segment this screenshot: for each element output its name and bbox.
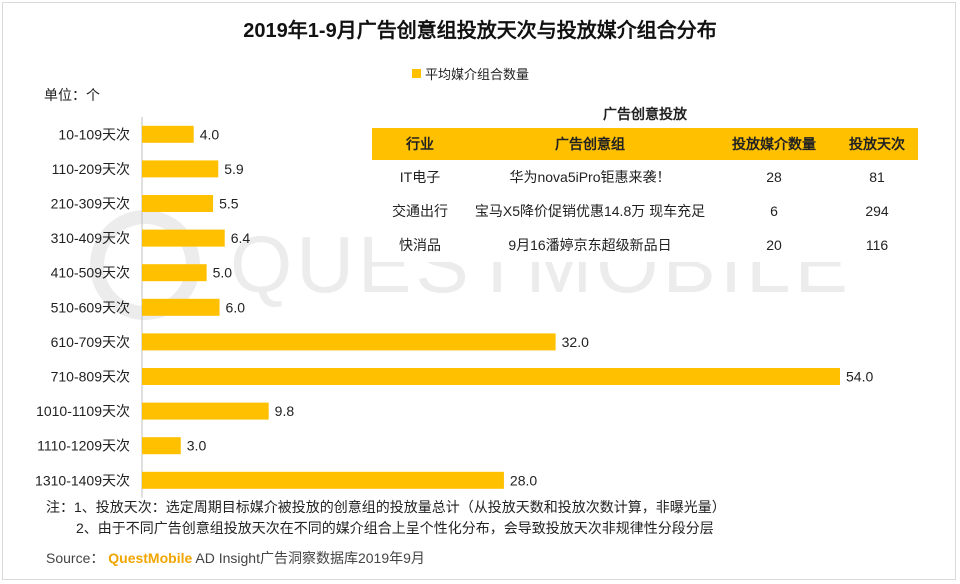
- y-tick-label: 510-609天次: [51, 299, 130, 315]
- table-cell: IT电子: [399, 169, 441, 185]
- table-header-cell: 行业: [372, 128, 468, 160]
- bar: [142, 368, 840, 385]
- data-label: 6.0: [226, 299, 246, 315]
- bar: [142, 298, 220, 316]
- data-label: 28.0: [510, 472, 537, 488]
- legend-swatch: [412, 69, 421, 78]
- y-tick-label: 10-109天次: [58, 126, 130, 142]
- bar: [142, 125, 194, 143]
- y-tick-label: 610-709天次: [51, 334, 130, 350]
- data-label: 32.0: [562, 334, 589, 350]
- table-cell: 28: [766, 169, 782, 185]
- y-tick-label: 110-209天次: [52, 161, 130, 177]
- data-label: 6.4: [231, 230, 251, 246]
- table-cell: 华为nova5iPro钜惠来袭！: [509, 169, 671, 185]
- source-line: Source： QuestMobile AD Insight广告洞察数据库201…: [46, 548, 425, 568]
- source-prefix: Source：: [46, 550, 105, 566]
- bar: [142, 333, 556, 351]
- data-label: 9.8: [275, 403, 295, 419]
- table-header-cell: 广告创意组: [468, 128, 712, 160]
- data-label: 5.5: [219, 196, 239, 212]
- data-label: 3.0: [187, 438, 207, 454]
- table-header-row: 行业 广告创意组 投放媒介数量 投放天次: [372, 128, 918, 160]
- footnote-1: 注：1、投放天次：选定周期目标媒介被投放的创意组的投放量总计（从投放天数和投放次…: [46, 499, 726, 515]
- table-cell: 6: [770, 203, 778, 219]
- table-cell: 116: [865, 237, 889, 253]
- legend-label: 平均媒介组合数量: [425, 67, 530, 82]
- data-label: 5.9: [224, 161, 244, 177]
- table-cell: 294: [865, 203, 889, 219]
- source-suffix: AD Insight广告洞察数据库2019年9月: [192, 550, 425, 566]
- y-tick-label: 710-809天次: [51, 369, 130, 385]
- data-label: 54.0: [846, 369, 873, 385]
- chart-title: 2019年1-9月广告创意组投放天次与投放媒介组合分布: [243, 20, 717, 42]
- y-tick-label: 1010-1109天次: [36, 403, 130, 419]
- bar: [142, 264, 207, 282]
- footnote-2: 2、由于不同广告创意组投放天次在不同的媒介组合上呈个性化分布，会导致投放天次非规…: [76, 520, 714, 536]
- bar: [142, 471, 504, 489]
- table-cell: 20: [766, 237, 782, 253]
- source-brand: QuestMobile: [108, 550, 193, 566]
- y-tick-label: 1110-1209天次: [37, 438, 130, 454]
- unit-label: 单位：个: [44, 87, 100, 103]
- y-tick-label: 310-409天次: [51, 230, 130, 246]
- table-row: 快消品 9月16潘婷京东超级新品日 20 116: [372, 228, 918, 262]
- table-row: 交通出行 宝马X5降价促销优惠14.8万 现车充足 6 294: [372, 194, 918, 228]
- table-row: IT电子 华为nova5iPro钜惠来袭！ 28 81: [372, 160, 918, 194]
- media-table: 行业 广告创意组 投放媒介数量 投放天次 IT电子 华为nova5iPro钜惠来…: [372, 128, 918, 262]
- bar: [142, 229, 225, 247]
- y-tick-label: 1310-1409天次: [35, 472, 130, 488]
- data-label: 5.0: [213, 265, 233, 281]
- table-cell: 宝马X5降价促销优惠14.8万 现车充足: [474, 203, 706, 219]
- table-cell: 81: [869, 169, 885, 185]
- table-cell: 9月16潘婷京东超级新品日: [508, 237, 672, 253]
- bar: [142, 402, 269, 420]
- data-label: 4.0: [200, 126, 220, 142]
- bar: [142, 195, 214, 212]
- y-tick-label: 410-509天次: [51, 265, 130, 281]
- footnotes: 注：1、投放天次：选定周期目标媒介被投放的创意组的投放量总计（从投放天数和投放次…: [46, 497, 726, 539]
- bar: [142, 160, 219, 178]
- bar: [142, 437, 181, 455]
- table-title: 广告创意投放: [603, 106, 687, 122]
- legend: 平均媒介组合数量: [412, 64, 529, 83]
- table-cell: 交通出行: [392, 203, 448, 219]
- table-header-cell: 投放天次: [836, 128, 918, 160]
- table-cell: 快消品: [399, 237, 441, 253]
- y-tick-label: 210-309天次: [51, 196, 130, 212]
- table-header-cell: 投放媒介数量: [712, 128, 836, 160]
